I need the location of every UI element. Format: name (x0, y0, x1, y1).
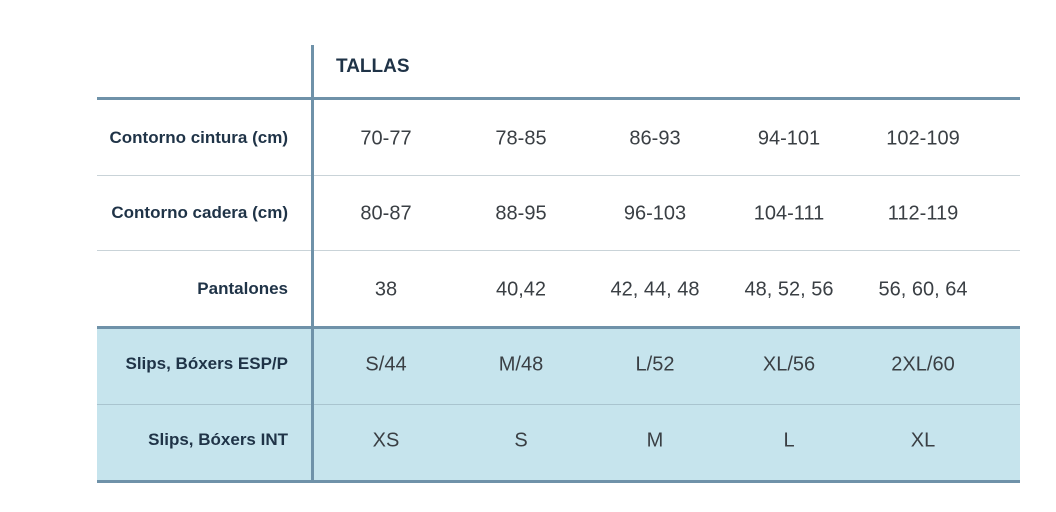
cell-value: 102-109 (886, 127, 960, 150)
column-rule (311, 45, 314, 481)
table-header: TALLAS (336, 56, 410, 77)
row-rule (97, 404, 1020, 405)
cell-value: XS (372, 429, 400, 452)
row-label: Contorno cintura (cm) (109, 128, 289, 147)
cell-value: 2XL/60 (891, 353, 955, 376)
cell-value: L (783, 429, 795, 452)
row-label: Slips, Bóxers INT (148, 430, 288, 449)
cell-value: 78-85 (495, 127, 547, 150)
cell-value: 112-119 (887, 202, 959, 225)
cell-value: 104-111 (753, 202, 825, 225)
cell-value: 88-95 (495, 202, 547, 225)
row-rule (97, 250, 1020, 251)
row-rule (97, 175, 1020, 176)
section-rule (97, 326, 1020, 329)
cell-value: 86-93 (629, 127, 681, 150)
cell-value: XL/56 (762, 353, 816, 376)
cell-value: 48, 52, 56 (744, 278, 834, 301)
row-label: Slips, Bóxers ESP/P (125, 354, 288, 373)
cell-value: S/44 (365, 353, 407, 376)
row-label: Contorno cadera (cm) (111, 203, 288, 222)
cell-value: L/52 (635, 353, 675, 376)
header-rule (97, 97, 1020, 100)
cell-value: 70-77 (360, 127, 412, 150)
cell-value: 94-101 (757, 127, 821, 150)
cell-value: M (646, 429, 664, 452)
cell-value: S (514, 429, 528, 452)
bottom-rule (97, 480, 1020, 483)
row-label: Pantalones (197, 279, 288, 298)
cell-value: 40,42 (495, 278, 547, 301)
cell-value: 56, 60, 64 (878, 278, 968, 301)
cell-value: XL (910, 429, 936, 452)
cell-value: 96-103 (623, 202, 687, 225)
cell-value: 38 (374, 278, 398, 301)
cell-value: 42, 44, 48 (610, 278, 700, 301)
cell-value: 80-87 (360, 202, 412, 225)
cell-value: M/48 (498, 353, 544, 376)
